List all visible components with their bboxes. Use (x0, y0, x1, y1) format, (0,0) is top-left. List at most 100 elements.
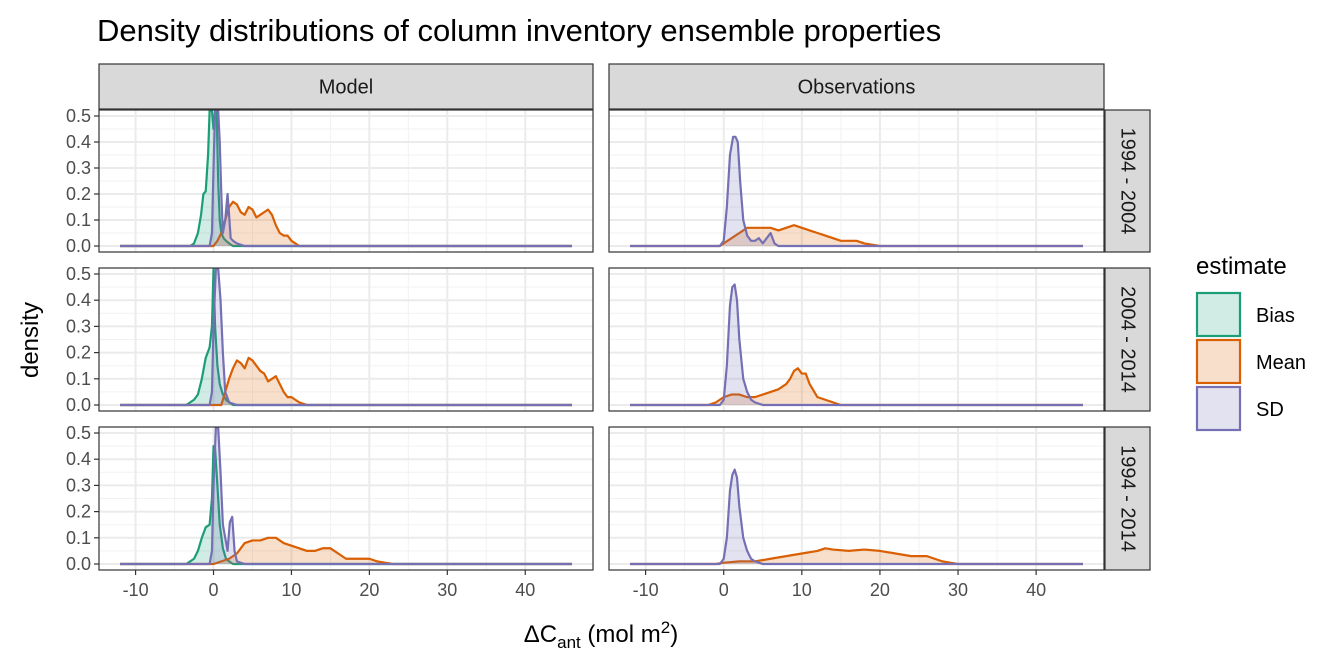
x-tick-label: 10 (792, 580, 812, 600)
legend-label: Bias (1256, 305, 1295, 327)
strip-background (1104, 267, 1151, 412)
x-tick-label: 30 (948, 580, 968, 600)
density-area-bias (120, 110, 572, 246)
y-tick-label: 0.4 (66, 132, 91, 152)
legend-entry-mean: Mean (1195, 338, 1306, 385)
y-tick-label: 0.2 (66, 343, 91, 363)
panel-model-2004-2014 (98, 267, 594, 412)
legend-key (1195, 338, 1242, 385)
facet-panels (98, 109, 1105, 571)
legend-entry-bias: Bias (1195, 291, 1295, 338)
y-tick-label: 0.0 (66, 395, 91, 415)
panel-border (98, 267, 594, 412)
x-axis-title-unit-prefix: (mol m (581, 621, 661, 648)
series-group (630, 135, 1083, 248)
x-axis-title: ΔCant (mol m2) (524, 618, 678, 652)
series-group (630, 283, 1083, 407)
legend-title: estimate (1196, 253, 1287, 280)
x-tick-label: 0 (209, 580, 219, 600)
y-tick-label: 0.4 (66, 290, 91, 310)
x-tick-label: 40 (515, 580, 535, 600)
y-tick-label: 0.2 (66, 502, 91, 522)
panel-border (608, 109, 1105, 253)
strip-background (98, 63, 594, 110)
density-area-mean (120, 201, 572, 246)
panel-model-1994-2014 (98, 426, 594, 571)
x-tick-label: 20 (359, 580, 379, 600)
y-tick-label: 0.1 (66, 369, 91, 389)
column-strip-observations: Observations (608, 63, 1105, 110)
x-axis-title-superscript: 2 (661, 618, 670, 637)
x-tick-label: 0 (719, 580, 729, 600)
density-line-sd (120, 427, 572, 566)
row-strip-1994-2014: 1994 - 2014 (1104, 426, 1151, 571)
row-strips: 1994 - 2004 2004 - 2014 1994 - 2014 (1104, 109, 1151, 571)
density-line-bias (120, 268, 572, 407)
y-tick-label: 0.2 (66, 184, 91, 204)
y-tick-label: 0.3 (66, 316, 91, 336)
panel-border (608, 426, 1105, 571)
y-tick-label: 0.3 (66, 158, 91, 178)
x-tick-label: 10 (281, 580, 301, 600)
density-line-mean (630, 224, 1083, 248)
y-tick-label: 0.1 (66, 210, 91, 230)
row-strip-label: 1994 - 2004 (1117, 128, 1139, 235)
y-tick-label: 0.3 (66, 475, 91, 495)
legend-label: Mean (1256, 352, 1306, 374)
series-group (120, 110, 572, 248)
row-strip-label: 2004 - 2014 (1117, 286, 1139, 393)
x-axis: -10 0 10 20 30 40 -10 0 10 20 30 40 (123, 570, 1046, 600)
density-line-sd (630, 468, 1083, 566)
panel-border (608, 267, 1105, 412)
strip-background (1104, 426, 1151, 571)
series-group (120, 268, 572, 407)
strip-background (608, 63, 1105, 110)
column-strip-model: Model (98, 63, 594, 110)
legend-entry-sd: SD (1195, 385, 1284, 432)
density-area-mean (630, 548, 1083, 564)
density-line-sd (120, 268, 572, 407)
density-line-sd (630, 283, 1083, 407)
column-strips: Model Observations (98, 63, 1105, 110)
panel-border (98, 109, 594, 253)
y-tick-label: 0.0 (66, 554, 91, 574)
x-tick-label: -10 (123, 580, 149, 600)
y-axis: 0.0 0.1 0.2 0.3 0.4 0.5 0.0 0.1 0.2 0.3 0.4 0.5 0.0 0… (66, 106, 99, 574)
y-tick-label: 0.1 (66, 528, 91, 548)
legend-key (1195, 291, 1242, 338)
x-tick-label: 20 (870, 580, 890, 600)
series-group (120, 427, 572, 566)
legend-label: SD (1256, 399, 1284, 421)
x-axis-title-unit-suffix: ) (670, 621, 678, 648)
legend: estimate Bias Mean SD (1195, 253, 1306, 432)
row-strip-label: 1994 - 2014 (1117, 445, 1139, 552)
y-tick-label: 0.0 (66, 236, 91, 256)
density-line-mean (120, 356, 572, 407)
x-axis-title-main: ΔC (524, 621, 557, 648)
y-tick-label: 0.5 (66, 106, 91, 126)
density-area-mean (630, 225, 1083, 246)
legend-key (1195, 385, 1242, 432)
column-strip-label: Observations (798, 77, 916, 99)
panel-model-1994-2004 (98, 109, 594, 253)
density-line-mean (630, 547, 1083, 566)
panel-observations-1994-2004 (608, 109, 1105, 253)
row-strip-1994-2004: 1994 - 2004 (1104, 109, 1151, 253)
x-tick-label: 40 (1026, 580, 1046, 600)
y-tick-label: 0.5 (66, 423, 91, 443)
density-line-sd (630, 135, 1083, 248)
y-axis-title: density (17, 302, 44, 378)
x-axis-title-subscript: ant (557, 633, 581, 652)
x-tick-label: -10 (633, 580, 659, 600)
y-tick-label: 0.5 (66, 264, 91, 284)
y-tick-label: 0.4 (66, 449, 91, 469)
density-line-mean (120, 536, 572, 566)
chart-title: Density distributions of column inventor… (97, 13, 941, 48)
panel-observations-2004-2014 (608, 267, 1105, 412)
series-group (630, 468, 1083, 566)
x-tick-label: 30 (437, 580, 457, 600)
panel-observations-1994-2014 (608, 426, 1105, 571)
panel-border (98, 426, 594, 571)
column-strip-label: Model (319, 77, 373, 99)
